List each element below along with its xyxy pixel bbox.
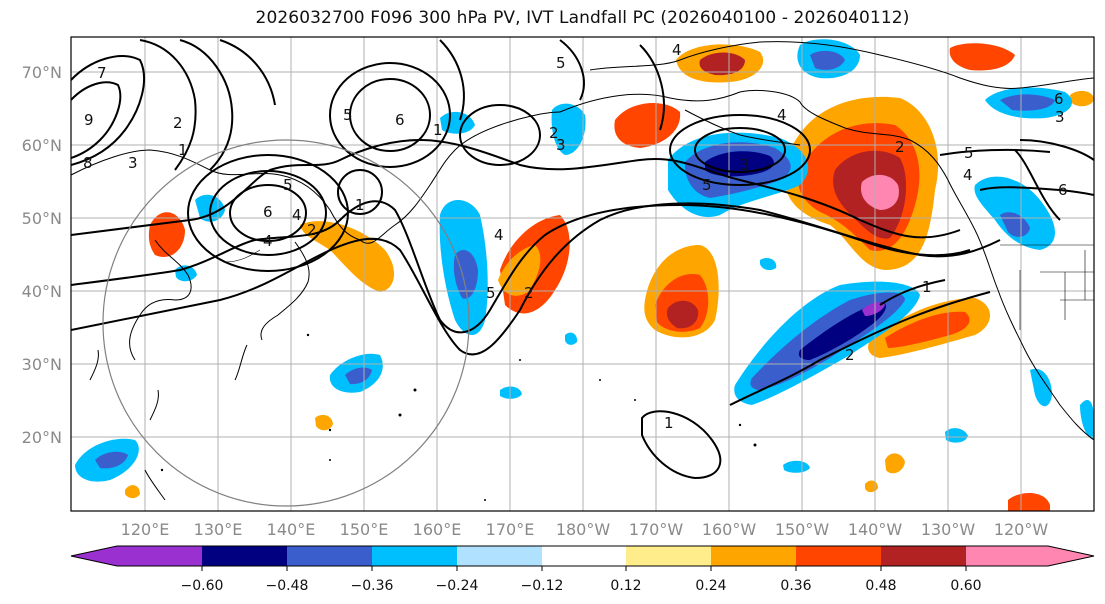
- contour-label: 5: [343, 106, 353, 124]
- contour-label: 4: [672, 41, 682, 59]
- contour-label: 1: [178, 141, 188, 159]
- lon-label: 150°E: [340, 520, 389, 539]
- negative-anomaly-shading: [75, 39, 1094, 482]
- colorbar-segment: [202, 546, 287, 566]
- lat-label: 40°N: [22, 282, 62, 301]
- lon-label: 130°E: [194, 520, 243, 539]
- contour-label: 4: [292, 206, 302, 224]
- lon-label: 120°E: [121, 520, 170, 539]
- colorbar-tick-label: 0.60: [950, 578, 981, 594]
- contour-label: 4: [777, 106, 787, 124]
- lon-label: 130°W: [921, 520, 976, 539]
- contour-labels: 7 9 8 3 2 1 4 5 6 4 2 1 5 6 1 2 4 5 2 3 …: [83, 41, 1068, 432]
- lat-label: 50°N: [22, 209, 62, 228]
- longitude-labels: 120°E 130°E 140°E 150°E 160°E 170°E 180°…: [121, 520, 1049, 539]
- lon-label: 120°W: [994, 520, 1049, 539]
- colorbar-tick-label: −0.48: [266, 578, 309, 594]
- chart-title: 2026032700 F096 300 hPa PV, IVT Landfall…: [255, 8, 910, 28]
- contour-label: 1: [922, 278, 932, 296]
- contour-label: 3: [556, 136, 566, 154]
- contour-label: 5: [283, 176, 293, 194]
- contour-label: 4: [494, 226, 504, 244]
- colorbar-segment: [372, 546, 457, 566]
- colorbar-tick-label: −0.60: [181, 578, 224, 594]
- colorbar-tick-label: 0.24: [695, 578, 726, 594]
- contour-label: 2: [895, 138, 905, 156]
- contour-label: 5: [964, 144, 974, 162]
- contour-label: 1: [433, 121, 443, 139]
- contour-label: 2: [173, 114, 183, 132]
- colorbar-tick-label: 0.48: [865, 578, 896, 594]
- colorbar-segment: [796, 546, 881, 566]
- colorbar-segment: [457, 546, 542, 566]
- islands: [160, 333, 757, 501]
- lon-label: 160°W: [702, 520, 757, 539]
- contour-label: 8: [83, 154, 93, 172]
- borders: [224, 244, 1094, 330]
- map-frame: [70, 36, 1095, 512]
- contour-label: 5: [486, 284, 496, 302]
- contour-label: 6: [1058, 181, 1068, 199]
- contour-label: 6: [263, 203, 273, 221]
- lon-label: 160°E: [413, 520, 462, 539]
- colorbar-tick-label: −0.12: [521, 578, 564, 594]
- contour-label: 3: [740, 156, 750, 174]
- lon-label: 170°W: [629, 520, 684, 539]
- contour-label: 1: [355, 196, 365, 214]
- contour-label: 6: [395, 111, 405, 129]
- contour-label: 4: [963, 166, 973, 184]
- lon-label: 140°E: [267, 520, 316, 539]
- colorbar-tick-label: 0.36: [780, 578, 811, 594]
- contour-label: 2: [549, 124, 559, 142]
- contour-label: 2: [524, 284, 534, 302]
- contour-label: 6: [1054, 90, 1064, 108]
- map-layers: [71, 37, 1094, 511]
- lat-label: 60°N: [22, 136, 62, 155]
- lat-label: 70°N: [22, 63, 62, 82]
- lon-label: 150°W: [775, 520, 830, 539]
- contour-label: 2: [845, 346, 855, 364]
- lon-label: 170°E: [486, 520, 535, 539]
- colorbar-segment: [711, 546, 796, 566]
- colorbar-segment-under: [71, 546, 202, 566]
- contour-label: 1: [664, 414, 674, 432]
- colorbar-segment-over: [966, 546, 1094, 566]
- contour-label: 2: [307, 221, 317, 239]
- contour-label: 3: [1055, 108, 1065, 126]
- lat-label: 20°N: [22, 428, 62, 447]
- contour-label: 3: [128, 154, 138, 172]
- pv-closed-contours: [71, 39, 811, 272]
- contour-label: 9: [84, 111, 94, 129]
- colorbar-tick-label: −0.36: [351, 578, 394, 594]
- colorbar-segment: [287, 546, 372, 566]
- colorbar-segment: [626, 546, 711, 566]
- lat-label: 30°N: [22, 355, 62, 374]
- colorbar-tick-label: −0.24: [436, 578, 479, 594]
- contour-label: 7: [97, 64, 107, 82]
- contour-label: 5: [556, 54, 566, 72]
- colorbar-segment: [881, 546, 966, 566]
- lon-label: 140°W: [848, 520, 903, 539]
- colorbar-tick-label: 0.12: [610, 578, 641, 594]
- lon-label: 180°W: [556, 520, 611, 539]
- colorbar-segment: [542, 546, 626, 566]
- contour-label: 4: [263, 232, 273, 250]
- contour-label: 5: [702, 176, 712, 194]
- latitude-labels: 70°N 60°N 50°N 40°N 30°N 20°N: [22, 63, 62, 447]
- domain-circle: [102, 139, 470, 507]
- colorbar: −0.60 −0.48 −0.36 −0.24 −0.12 0.12 0.24 …: [70, 545, 1095, 594]
